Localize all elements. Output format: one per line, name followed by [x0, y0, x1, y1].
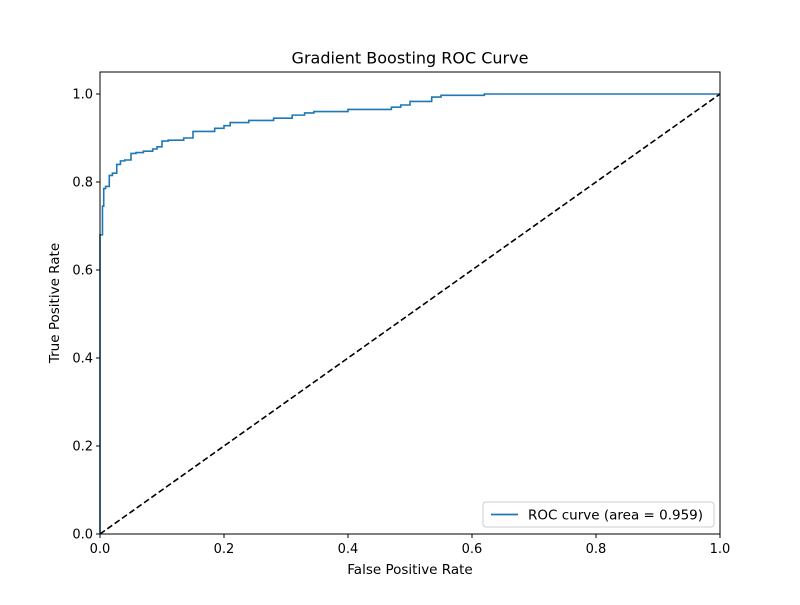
x-tick-label: 1.0	[710, 542, 731, 557]
y-tick-label: 0.6	[72, 264, 93, 279]
legend: ROC curve (area = 0.959)	[482, 501, 715, 528]
legend-box	[482, 501, 715, 528]
chance-diagonal-line	[99, 93, 721, 535]
legend-label-roc: ROC curve (area = 0.959)	[528, 508, 703, 524]
series-layer	[99, 93, 721, 535]
x-tick-label: 0.0	[90, 542, 111, 557]
y-tick-label: 0.8	[72, 176, 93, 191]
y-axis-ticks: 0.0 0.2 0.4 0.6 0.8 1.0	[72, 88, 100, 543]
roc-curve-line	[99, 93, 720, 534]
y-tick-label: 0.2	[72, 440, 93, 455]
chart-title: Gradient Boosting ROC Curve	[292, 49, 529, 68]
x-tick-label: 0.8	[586, 542, 607, 557]
x-tick-label: 0.6	[462, 542, 483, 557]
axes-frame	[99, 71, 721, 535]
y-axis-label: True Positive Rate	[47, 243, 63, 364]
x-axis-ticks: 0.0 0.2 0.4 0.6 0.8 1.0	[90, 534, 731, 557]
x-tick-label: 0.4	[338, 542, 359, 557]
x-tick-label: 0.2	[214, 542, 235, 557]
x-axis-label: False Positive Rate	[347, 562, 472, 578]
y-tick-label: 0.4	[72, 352, 93, 367]
y-tick-label: 0.0	[72, 528, 93, 543]
y-tick-label: 1.0	[72, 88, 93, 103]
